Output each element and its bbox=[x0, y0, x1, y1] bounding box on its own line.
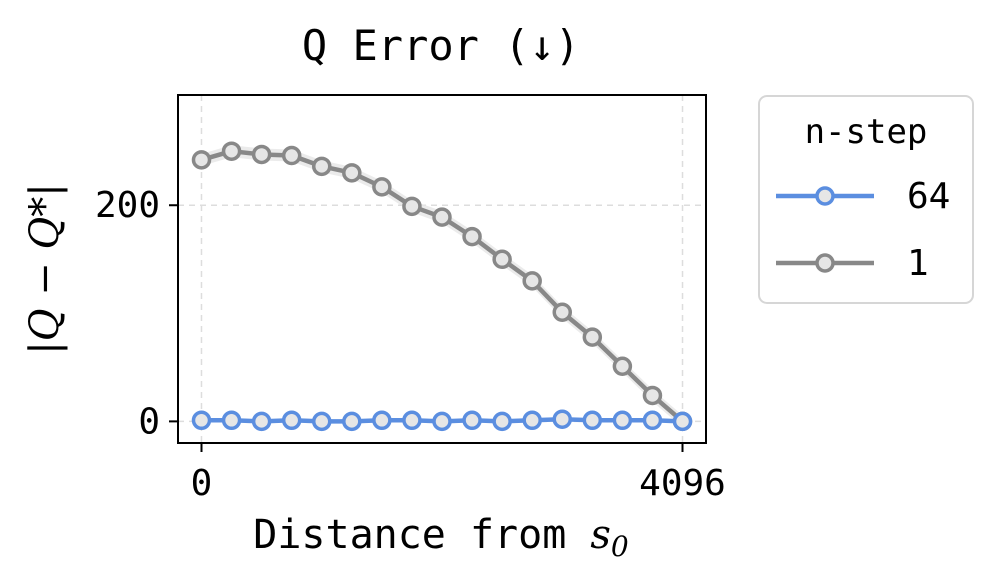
data-point bbox=[552, 409, 573, 429]
data-point bbox=[432, 207, 452, 227]
data-point bbox=[492, 249, 512, 270]
x-axis-label-text: Distance from bbox=[253, 512, 590, 558]
chart-title: Q Error (↓) bbox=[302, 21, 580, 70]
data-point bbox=[281, 410, 302, 431]
legend-entry-1: 1 bbox=[776, 243, 929, 284]
data-point bbox=[462, 226, 482, 247]
data-point bbox=[372, 410, 392, 431]
series-line-1 bbox=[200, 148, 684, 424]
data-point bbox=[342, 163, 362, 183]
legend-label: 1 bbox=[907, 243, 929, 284]
data-point bbox=[342, 411, 362, 432]
data-point bbox=[612, 356, 633, 377]
x-axis-label-subscript: 0 bbox=[611, 530, 629, 563]
series-lines bbox=[191, 141, 693, 432]
data-point bbox=[642, 410, 663, 431]
x-tick-label: 0 bbox=[191, 463, 213, 504]
confidence-bands bbox=[201, 145, 683, 428]
data-point bbox=[462, 410, 482, 431]
legend-entry-64: 64 bbox=[776, 176, 950, 217]
data-point bbox=[251, 411, 272, 432]
series-1 bbox=[191, 141, 693, 432]
x-axis-label: Distance from s0 bbox=[253, 512, 629, 563]
data-point bbox=[642, 385, 663, 406]
data-point bbox=[522, 410, 542, 431]
data-point bbox=[372, 177, 392, 197]
data-point bbox=[281, 145, 302, 166]
plot-frame bbox=[177, 94, 707, 444]
data-point bbox=[492, 411, 512, 432]
legend-label: 64 bbox=[907, 176, 950, 217]
legend-marker bbox=[815, 186, 835, 206]
data-point bbox=[402, 410, 422, 431]
legend-title: n-step bbox=[805, 112, 928, 152]
legend-box bbox=[758, 95, 974, 304]
x-tick-label: 4096 bbox=[639, 463, 726, 504]
y-tick-label: 200 bbox=[95, 185, 160, 226]
legend-marker bbox=[815, 253, 835, 273]
data-point bbox=[251, 144, 272, 165]
data-point bbox=[522, 271, 542, 291]
legend: n-step 64 1 bbox=[758, 95, 974, 304]
x-axis-label-math: s bbox=[590, 512, 611, 558]
data-point bbox=[552, 302, 573, 322]
data-point bbox=[582, 410, 603, 431]
axes: 0 4096 0 200 bbox=[95, 185, 726, 504]
data-point bbox=[402, 196, 422, 217]
legend-entries: 64 1 bbox=[776, 176, 950, 284]
data-point bbox=[221, 410, 242, 431]
data-point bbox=[191, 150, 212, 170]
data-point bbox=[582, 327, 603, 347]
data-point bbox=[612, 410, 633, 431]
series-64 bbox=[191, 409, 693, 432]
data-point bbox=[311, 156, 332, 177]
data-point bbox=[311, 411, 332, 432]
series-band-1 bbox=[201, 145, 683, 428]
data-point bbox=[191, 410, 212, 431]
data-point bbox=[432, 411, 452, 432]
data-point bbox=[221, 141, 242, 161]
data-point bbox=[672, 411, 693, 432]
y-axis-label: |Q − Q*| bbox=[22, 183, 68, 354]
y-tick-label: 0 bbox=[138, 401, 160, 442]
